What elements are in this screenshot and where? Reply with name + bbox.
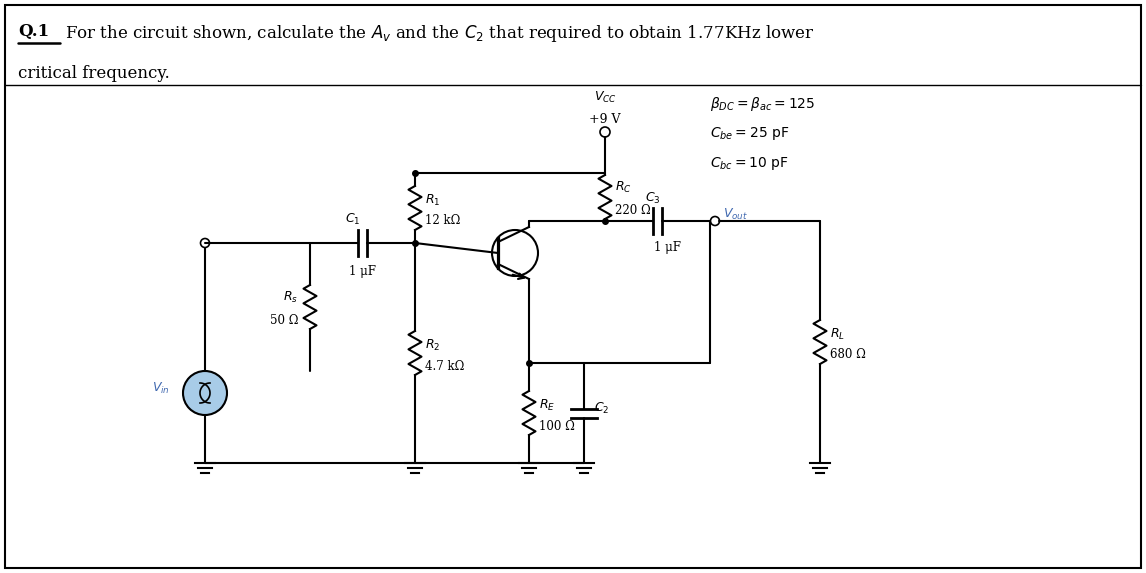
Text: $R_L$: $R_L$	[830, 327, 845, 342]
Text: 1 μF: 1 μF	[654, 241, 681, 254]
Text: 50 Ω: 50 Ω	[269, 315, 298, 328]
Text: +9 V: +9 V	[589, 113, 621, 126]
Text: $V_{out}$: $V_{out}$	[723, 206, 748, 222]
Text: $C_{bc} = 10\ \mathrm{pF}$: $C_{bc} = 10\ \mathrm{pF}$	[711, 155, 788, 172]
Text: 220 Ω: 220 Ω	[615, 203, 651, 217]
Text: $R_1$: $R_1$	[425, 193, 440, 207]
Text: $V_{CC}$: $V_{CC}$	[594, 90, 617, 105]
Text: $R_2$: $R_2$	[425, 337, 440, 352]
Text: $R_E$: $R_E$	[539, 398, 555, 413]
Text: $\beta_{DC} = \beta_{ac} = 125$: $\beta_{DC} = \beta_{ac} = 125$	[711, 95, 815, 113]
Text: 680 Ω: 680 Ω	[830, 348, 866, 362]
Text: 4.7 kΩ: 4.7 kΩ	[425, 359, 464, 372]
Text: $V_{in}$: $V_{in}$	[152, 380, 170, 395]
Text: $R_C$: $R_C$	[615, 179, 631, 195]
Text: 1 μF: 1 μF	[350, 265, 376, 278]
Text: $C_2$: $C_2$	[594, 401, 610, 415]
Text: Q.1: Q.1	[18, 23, 49, 40]
Text: $C_3$: $C_3$	[645, 191, 660, 206]
Text: For the circuit shown, calculate the $A_v$ and the $C_2$ that required to obtain: For the circuit shown, calculate the $A_…	[65, 23, 815, 44]
Text: 100 Ω: 100 Ω	[539, 419, 575, 433]
Text: $C_1$: $C_1$	[345, 212, 360, 227]
Text: $C_{be} = 25\ \mathrm{pF}$: $C_{be} = 25\ \mathrm{pF}$	[711, 125, 790, 142]
Text: critical frequency.: critical frequency.	[18, 65, 170, 82]
FancyBboxPatch shape	[5, 5, 1141, 568]
Text: 12 kΩ: 12 kΩ	[425, 214, 461, 227]
Text: $R_s$: $R_s$	[283, 289, 298, 305]
Circle shape	[183, 371, 227, 415]
